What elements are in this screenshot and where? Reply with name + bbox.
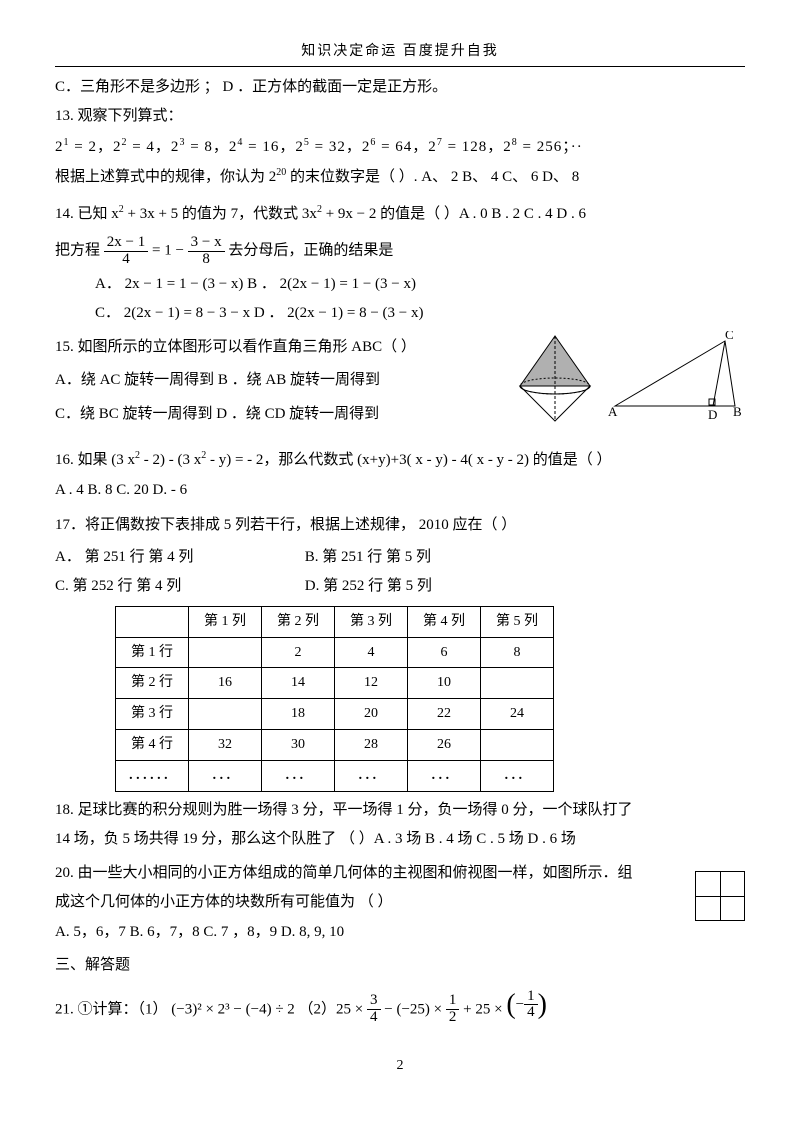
q21: 21. ①计算：（1） (−3)² × 2³ − (−4) ÷ 2 （2）25 …: [55, 989, 745, 1026]
q-frac-opt-ab: A． 2x − 1 = 1 − (3 − x) B ． 2(2x − 1) = …: [95, 272, 745, 298]
q20a: 20. 由一些大小相同的小正方体组成的简单几何体的主视图和俯视图一样，如图所示．…: [55, 861, 695, 887]
q15-cd: C．绕 BC 旋转一周得到 D ．绕 CD 旋转一周得到: [55, 402, 505, 428]
q17: 17．将正偶数按下表排成 5 列若干行，根据上述规律， 2010 应在（ ）: [55, 513, 745, 539]
frac-mid: = 1 −: [152, 243, 184, 259]
svg-text:C: C: [725, 331, 734, 342]
q-frac-opt-cd: C． 2(2x − 1) = 8 − 3 − x D ． 2(2x − 1) =…: [95, 301, 745, 327]
q20b: 成这个几何体的小正方体的块数所有可能值为 （ ）: [55, 890, 695, 916]
q20-opts: A. 5，6，7 B. 6，7，8 C. 7 ，8，9 D. 8, 9, 10: [55, 920, 695, 946]
q17-b: B. 第 251 行 第 5 列: [305, 545, 431, 571]
svg-text:B: B: [733, 404, 742, 419]
cone-figure: [505, 331, 605, 436]
q21-mid2: + 25 ×: [463, 1001, 502, 1017]
q17-opts-ab: A． 第 251 行 第 4 列 B. 第 251 行 第 5 列: [55, 545, 745, 571]
q16: 16. 如果 (3 x2 - 2) - (3 x2 - y) = - 2，那么代…: [55, 447, 745, 474]
page-header: 知识决定命运 百度提升自我: [55, 40, 745, 67]
grid-figure: [695, 857, 745, 921]
frac-tail: 去分母后，正确的结果是: [228, 243, 393, 259]
q17-a: A． 第 251 行 第 4 列: [55, 545, 275, 571]
frac-lead: 把方程: [55, 243, 100, 259]
triangle-figure: A B C D: [605, 331, 745, 436]
q13-line: 21 = 2，22 = 4，23 = 8，24 = 16，25 = 32，26 …: [55, 134, 745, 161]
svg-text:D: D: [708, 407, 717, 422]
q13-ask: 根据上述算式中的规律，你认为 220 的末位数字是（ ）. A、 2 B、 4 …: [55, 164, 745, 191]
q21-mid1: − (−25) ×: [384, 1001, 442, 1017]
q16-opts: A . 4 B. 8 C. 20 D. - 6: [55, 478, 745, 504]
q17-c: C. 第 252 行 第 4 列: [55, 574, 275, 600]
section-3: 三、解答题: [55, 953, 745, 979]
q13-title: 13. 观察下列算式：: [55, 104, 745, 130]
q17-d: D. 第 252 行 第 5 列: [305, 574, 432, 600]
q18a: 18. 足球比赛的积分规则为胜一场得 3 分，平一场得 1 分，负一场得 0 分…: [55, 798, 745, 824]
q15-ab: A．绕 AC 旋转一周得到 B ．绕 AB 旋转一周得到: [55, 368, 505, 394]
q17-opts-cd: C. 第 252 行 第 4 列 D. 第 252 行 第 5 列: [55, 574, 745, 600]
svg-text:A: A: [608, 404, 618, 419]
q18b: 14 场，负 5 场共得 19 分，那么这个队胜了 （ ）A . 3 场 B .…: [55, 827, 745, 853]
even-number-table: 第 1 列第 2 列第 3 列第 4 列第 5 列 第 1 行2468第 2 行…: [115, 606, 554, 792]
q-fraction: 把方程 2x − 14 = 1 − 3 − x8 去分母后，正确的结果是: [55, 235, 745, 268]
q12-options: C．三角形不是多边形 ； D ．正方体的截面一定是正方形。: [55, 75, 745, 101]
q15-title: 15. 如图所示的立体图形可以看作直角三角形 ABC（ ）: [55, 335, 505, 361]
q21-lead: 21. ①计算：（1） (−3)² × 2³ − (−4) ÷ 2 （2）25 …: [55, 1001, 363, 1017]
page-number: 2: [55, 1054, 745, 1078]
q14: 14. 已知 x2 + 3x + 5 的值为 7，代数式 3x2 + 9x − …: [55, 201, 745, 228]
